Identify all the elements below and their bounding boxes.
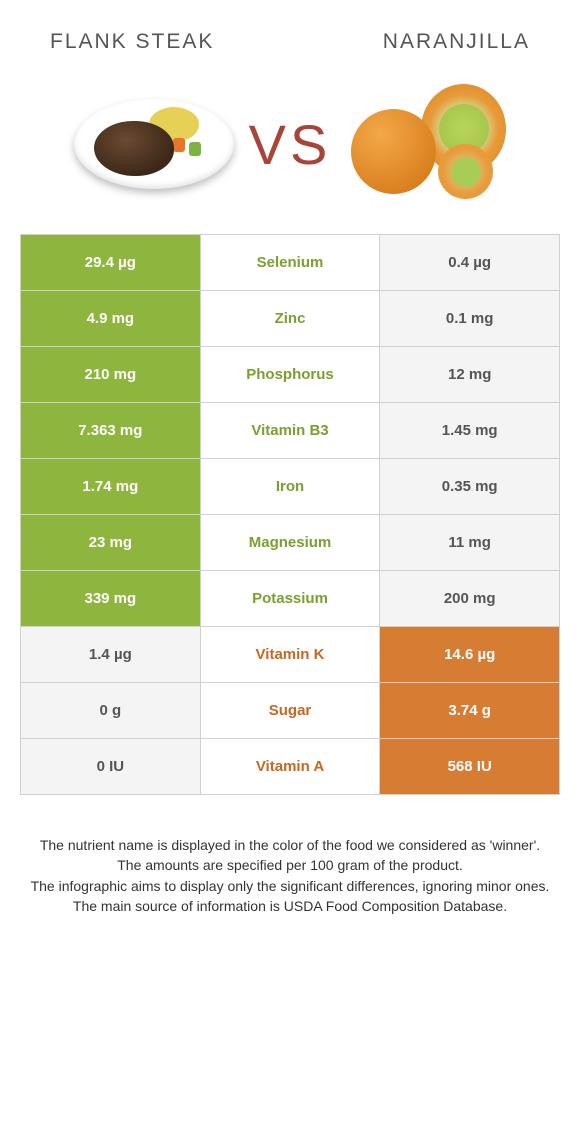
vs-row: VS: [0, 64, 580, 234]
right-value: 1.45 mg: [380, 403, 560, 458]
table-row: 0 IUVitamin A568 IU: [21, 739, 560, 795]
table-row: 29.4 µgSelenium0.4 µg: [21, 235, 560, 291]
table-row: 7.363 mgVitamin B31.45 mg: [21, 403, 560, 459]
left-food-image: [69, 84, 239, 204]
right-value: 12 mg: [380, 347, 560, 402]
steak-plate-icon: [74, 99, 234, 189]
nutrient-name: Vitamin A: [201, 739, 381, 794]
vs-label: VS: [249, 112, 332, 177]
table-row: 339 mgPotassium200 mg: [21, 571, 560, 627]
nutrient-name: Zinc: [201, 291, 381, 346]
nutrient-name: Iron: [201, 459, 381, 514]
nutrient-name: Phosphorus: [201, 347, 381, 402]
right-food-title: NARANJILLA: [383, 30, 530, 54]
table-row: 4.9 mgZinc0.1 mg: [21, 291, 560, 347]
right-value: 0.4 µg: [380, 235, 560, 290]
nutrient-name: Selenium: [201, 235, 381, 290]
footer-line: The infographic aims to display only the…: [28, 876, 552, 896]
naranjilla-icon: [341, 84, 511, 204]
left-value: 0 IU: [21, 739, 201, 794]
left-value: 4.9 mg: [21, 291, 201, 346]
left-value: 7.363 mg: [21, 403, 201, 458]
right-value: 3.74 g: [380, 683, 560, 738]
left-food-title: FLANK STEAK: [50, 30, 214, 54]
footer-line: The main source of information is USDA F…: [28, 896, 552, 916]
right-value: 200 mg: [380, 571, 560, 626]
table-row: 23 mgMagnesium11 mg: [21, 515, 560, 571]
table-row: 1.74 mgIron0.35 mg: [21, 459, 560, 515]
left-value: 29.4 µg: [21, 235, 201, 290]
header: FLANK STEAK NARANJILLA: [0, 0, 580, 64]
nutrient-name: Vitamin K: [201, 627, 381, 682]
right-value: 0.35 mg: [380, 459, 560, 514]
nutrient-name: Magnesium: [201, 515, 381, 570]
left-value: 1.4 µg: [21, 627, 201, 682]
nutrient-name: Vitamin B3: [201, 403, 381, 458]
right-value: 0.1 mg: [380, 291, 560, 346]
right-value: 11 mg: [380, 515, 560, 570]
left-value: 339 mg: [21, 571, 201, 626]
right-value: 568 IU: [380, 739, 560, 794]
table-row: 0 gSugar3.74 g: [21, 683, 560, 739]
nutrient-table: 29.4 µgSelenium0.4 µg4.9 mgZinc0.1 mg210…: [20, 234, 560, 795]
footer-line: The amounts are specified per 100 gram o…: [28, 855, 552, 875]
left-value: 23 mg: [21, 515, 201, 570]
right-value: 14.6 µg: [380, 627, 560, 682]
right-food-image: [341, 84, 511, 204]
nutrient-name: Sugar: [201, 683, 381, 738]
left-value: 210 mg: [21, 347, 201, 402]
table-row: 210 mgPhosphorus12 mg: [21, 347, 560, 403]
nutrient-name: Potassium: [201, 571, 381, 626]
footer-line: The nutrient name is displayed in the co…: [28, 835, 552, 855]
left-value: 1.74 mg: [21, 459, 201, 514]
footer-notes: The nutrient name is displayed in the co…: [0, 795, 580, 936]
table-row: 1.4 µgVitamin K14.6 µg: [21, 627, 560, 683]
left-value: 0 g: [21, 683, 201, 738]
